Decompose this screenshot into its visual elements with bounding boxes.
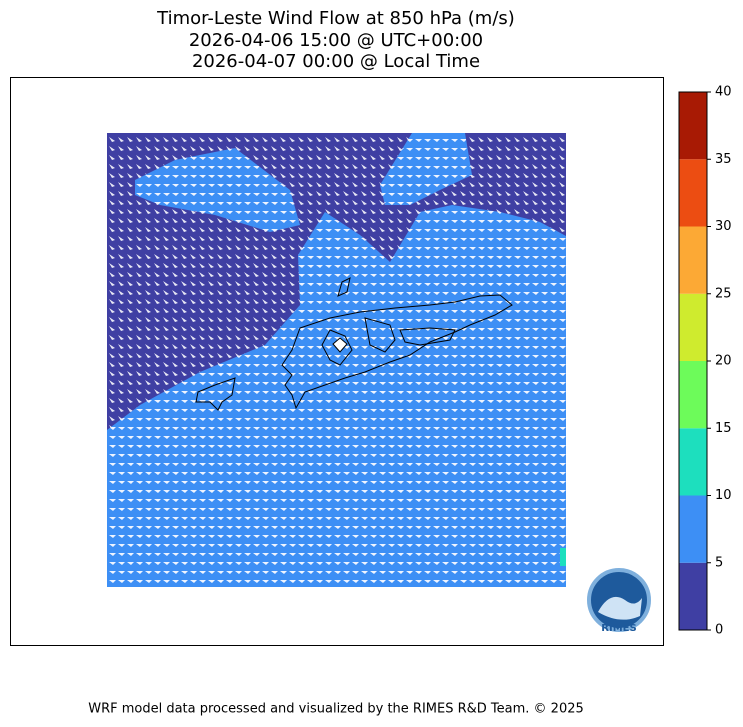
colorbar-tick-label: 40 [715, 85, 732, 100]
colorbar-tick-label: 5 [715, 555, 723, 570]
wind-moderate [135, 148, 300, 232]
colorbar-tick-label: 20 [715, 354, 732, 369]
title: Timor-Leste Wind Flow at 850 hPa (m/s) [156, 8, 515, 29]
colorbar-segment [679, 92, 707, 160]
colorbar-tick-label: 25 [715, 286, 732, 301]
colorbar-segment [679, 361, 707, 429]
colorbar: 0 5 10 15 20 25 30 35 40 [678, 85, 732, 638]
wind-field [107, 133, 566, 587]
coastlines [195, 277, 513, 411]
colorbar-segment [679, 428, 707, 496]
footer: WRF model data processed and visualized … [88, 702, 584, 717]
colorbar-segment [679, 562, 707, 630]
logo-wave [598, 596, 642, 620]
colorbar-segment [679, 226, 707, 294]
logo: RIMES [587, 568, 651, 634]
logo-text: RIMES [601, 623, 636, 634]
island [332, 337, 348, 353]
colorbar-tick-label: 30 [715, 219, 732, 234]
map-frame [10, 77, 664, 646]
title: 2026-04-06 15:00 @ UTC+00:00 [189, 30, 483, 51]
colorbar-segment [679, 495, 707, 563]
colorbar-tick-label: 35 [715, 152, 732, 167]
colorbar-tick-label: 15 [715, 421, 732, 436]
wind-moderate [107, 205, 566, 587]
colorbar-segment [679, 293, 707, 361]
colorbar-tick-label: 0 [715, 623, 723, 638]
title: 2026-04-07 00:00 @ Local Time [192, 51, 480, 72]
colorbar-tick-label: 10 [715, 488, 732, 503]
wind-moderate [380, 133, 472, 205]
colorbar-segment [679, 159, 707, 227]
wind-strong [560, 548, 566, 566]
